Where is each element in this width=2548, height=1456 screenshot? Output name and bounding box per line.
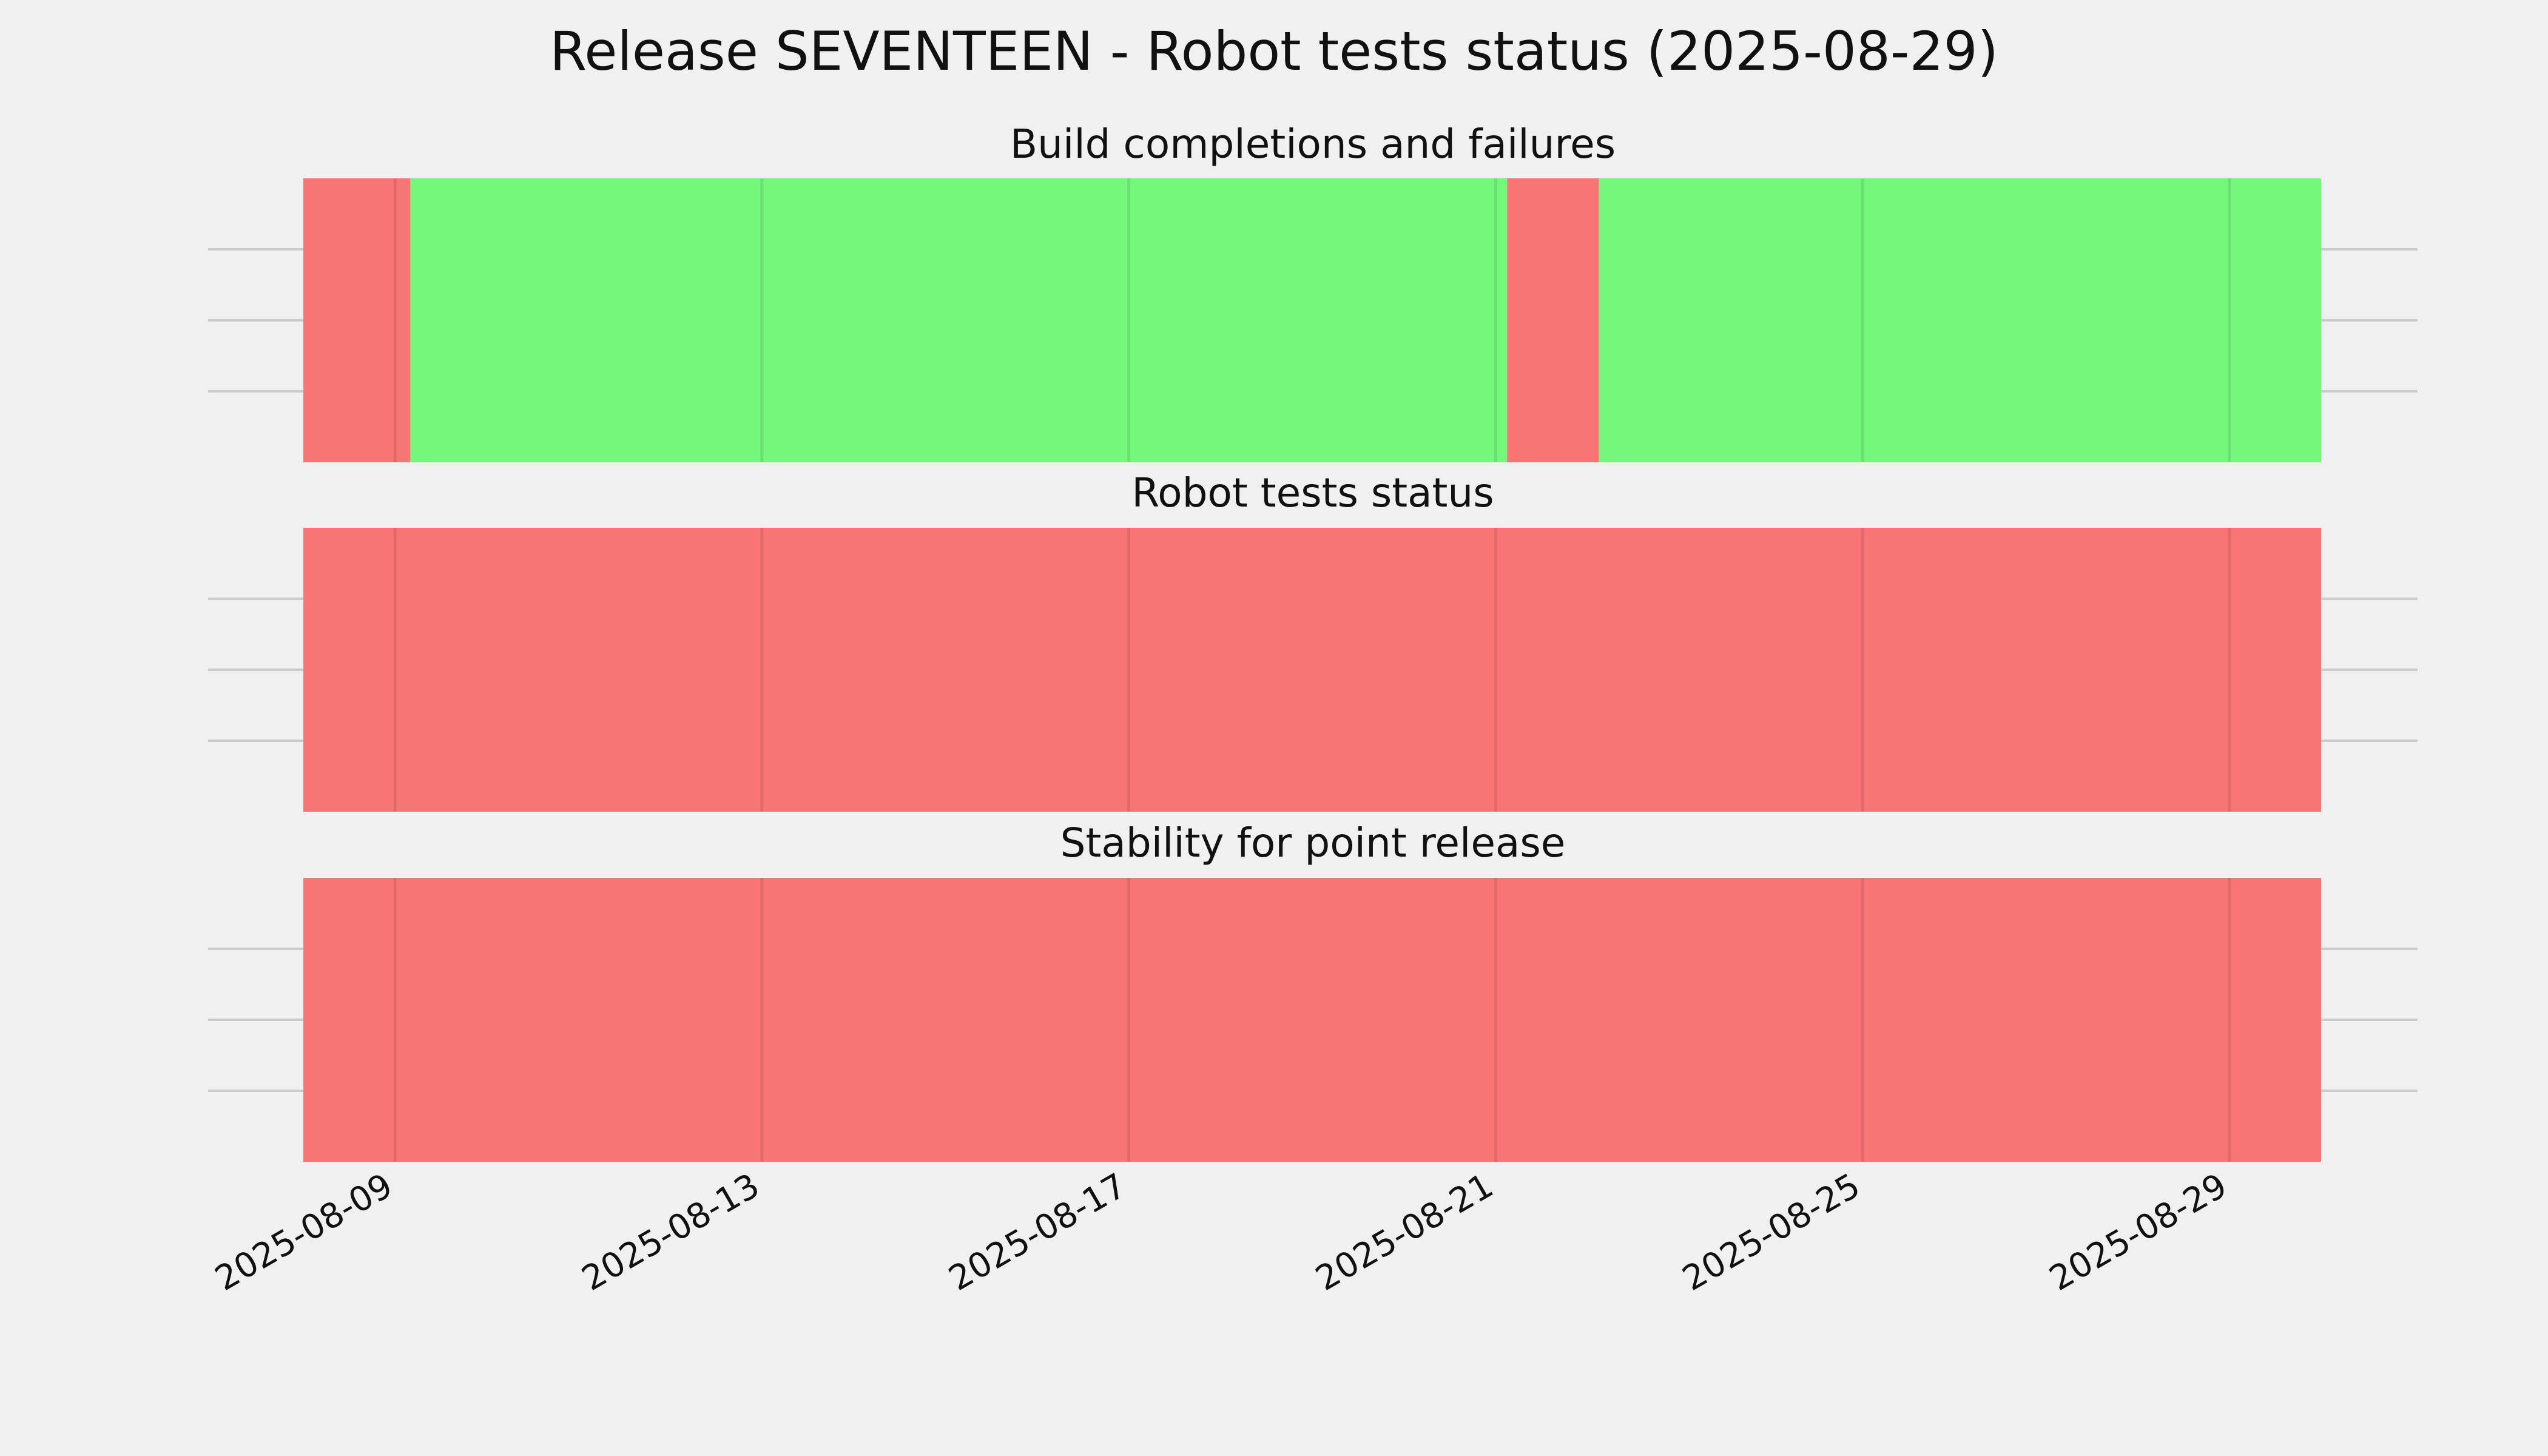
status-segment-pass [1599, 178, 2321, 462]
panel-build: Build completions and failures [208, 121, 2418, 462]
panel-stability: Stability for point release [208, 820, 2418, 1162]
status-segment-fail [303, 178, 411, 462]
panel-build-segments [303, 178, 2321, 462]
status-segment-pass [410, 178, 1508, 462]
chart-title: Release SEVENTEEN - Robot tests status (… [550, 20, 1998, 83]
panel-robot-tests-segments [303, 528, 2321, 812]
panel-robot-tests: Robot tests status [208, 470, 2418, 812]
status-segment-fail [303, 878, 2321, 1162]
status-segment-fail [1507, 178, 1599, 462]
panel-stability-segments [303, 878, 2321, 1162]
status-segment-fail [303, 528, 2321, 812]
panel-robot-tests-vgrid [393, 528, 2231, 812]
panel-build-vgrid [393, 178, 2231, 462]
panel-build-title: Build completions and failures [1010, 121, 1616, 167]
panel-stability-vgrid [393, 878, 2231, 1162]
panel-robot-tests-title: Robot tests status [1131, 470, 1494, 516]
panel-stability-title: Stability for point release [1060, 820, 1566, 866]
